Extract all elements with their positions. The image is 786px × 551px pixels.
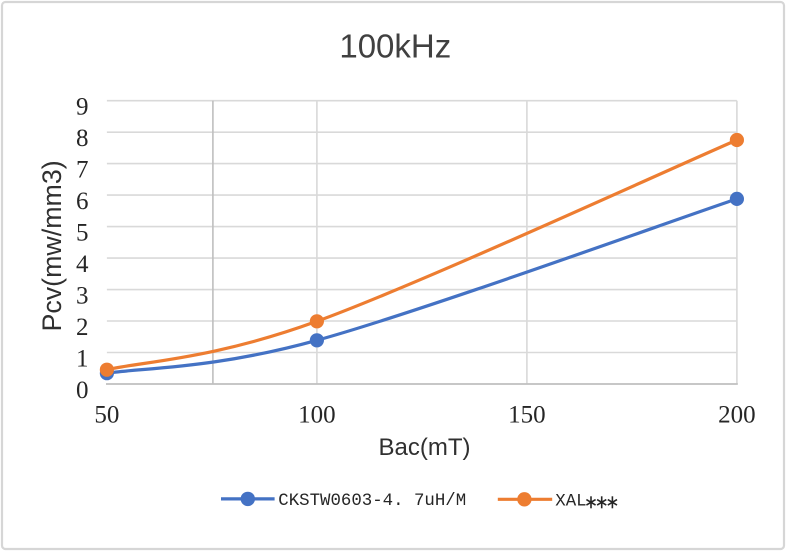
svg-text:4: 4 — [76, 251, 89, 278]
svg-text:Bac(mT): Bac(mT) — [379, 434, 471, 461]
svg-text:8: 8 — [76, 125, 89, 152]
svg-text:2: 2 — [76, 314, 89, 341]
svg-text:Pcv(mw/mm3): Pcv(mw/mm3) — [37, 160, 67, 331]
svg-text:200: 200 — [718, 402, 756, 429]
svg-text:100kHz: 100kHz — [339, 28, 451, 65]
svg-text:CKSTW0603-4. 7uH/M: CKSTW0603-4. 7uH/M — [278, 492, 466, 511]
svg-text:7: 7 — [76, 156, 89, 183]
svg-text:3: 3 — [76, 282, 89, 309]
svg-text:1: 1 — [76, 345, 89, 372]
svg-text:6: 6 — [76, 188, 89, 215]
svg-text:150: 150 — [508, 402, 546, 429]
svg-text:100: 100 — [298, 402, 336, 429]
svg-text:XAL: XAL — [555, 492, 586, 511]
svg-text:9: 9 — [76, 94, 89, 121]
svg-text:0: 0 — [76, 377, 89, 404]
svg-text:50: 50 — [94, 402, 119, 429]
svg-text:5: 5 — [76, 219, 89, 246]
